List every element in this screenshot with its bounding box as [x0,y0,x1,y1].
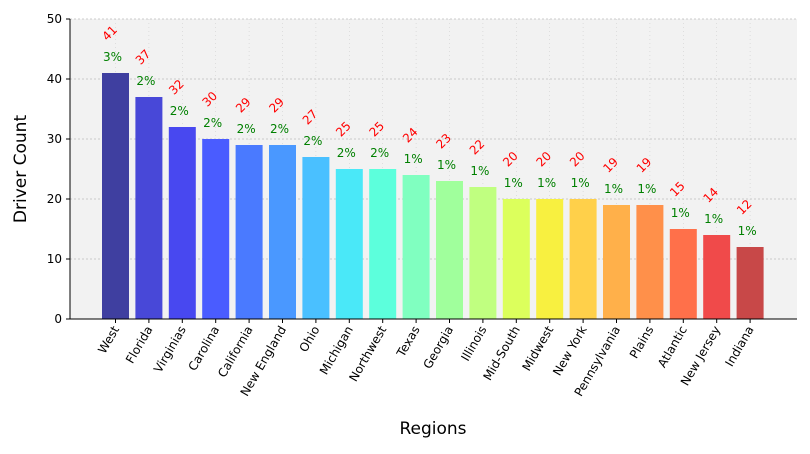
bar-mid-south [502,199,530,319]
percent-label: 2% [370,146,389,160]
y-axis-label: Driver Count [11,115,31,224]
bar-plains [636,205,664,319]
percent-label: 1% [738,224,757,238]
bar-new-jersey [703,235,731,319]
x-tick-label: Midwest [519,323,556,373]
bar-michigan [335,169,363,319]
percent-label: 2% [203,116,222,130]
bar-virginias [168,127,196,319]
y-tick-label: 30 [47,132,62,146]
percent-label: 2% [337,146,356,160]
percent-label: 1% [637,182,656,196]
bar-indiana [736,247,764,319]
x-tick-label: Atlantic [655,324,690,371]
bar-texas [402,175,430,319]
bar-midwest [536,199,564,319]
y-tick-label: 20 [47,192,62,206]
percent-label: 3% [103,50,122,64]
percent-label: 1% [704,212,723,226]
bar-new-england [269,145,296,319]
bars [102,73,764,319]
percent-label: 2% [303,134,322,148]
x-tick-label: Texas [393,324,422,361]
percent-label: 2% [237,122,256,136]
x-tick-label: Virginias [151,324,189,376]
percent-label: 2% [270,122,289,136]
y-tick-label: 50 [47,12,62,26]
percent-label: 2% [136,74,155,88]
x-tick-label: Georgia [420,324,456,372]
percent-label: 1% [504,176,523,190]
bar-new-york [569,199,597,319]
x-tick-label: Indiana [722,324,756,369]
bar-ohio [302,157,330,319]
bar-florida [135,97,163,319]
x-ticks: West FloridaVirginiasCarolinaCaliforniaNe… [95,319,757,399]
percent-label: 1% [671,206,690,220]
bar-atlantic [669,229,697,319]
y-tick-label: 40 [47,72,62,86]
percent-label: 1% [604,182,623,196]
bar-california [235,145,263,319]
percent-label: 2% [170,104,189,118]
y-ticks: 0 10 20 30 40 50 [47,12,70,326]
x-tick-label: Carolina [185,324,222,374]
y-tick-label: 0 [54,312,62,326]
percent-label: 1% [571,176,590,190]
x-tick-label: Plains [627,324,657,361]
y-tick-label: 10 [47,252,62,266]
x-tick-label: West [95,323,122,356]
bar-carolina [202,139,230,319]
bar-pennsylvania [603,205,630,319]
bar-illinois [469,187,497,319]
bar-west [102,73,129,319]
percent-label: 1% [437,158,456,172]
percent-label: 1% [404,152,423,166]
x-tick-label: Florida [123,324,156,366]
x-tick-label: Illinois [458,324,489,364]
x-tick-label: Ohio [297,324,323,355]
axes [69,19,797,320]
percent-label: 1% [537,176,556,190]
bar-northwest [369,169,397,319]
percent-label: 1% [470,164,489,178]
bar-georgia [436,181,463,319]
x-axis-label: Regions [399,419,466,439]
